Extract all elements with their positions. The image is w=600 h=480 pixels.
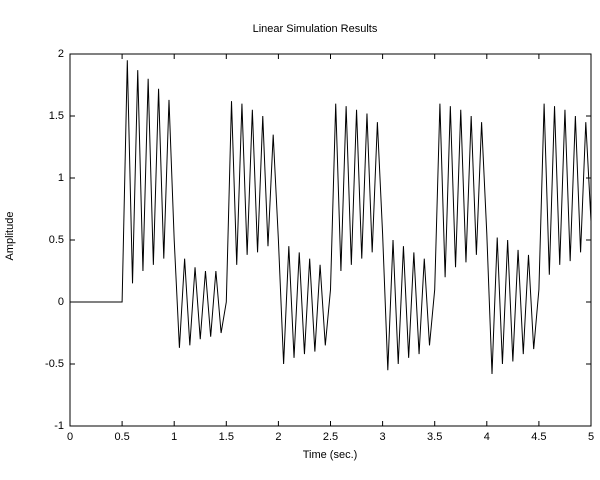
y-axis-label: Amplitude [4,212,16,261]
x-tick-label: 4.5 [531,431,546,443]
x-tick-label: 4 [484,431,490,443]
x-tick-label: 2.5 [323,431,338,443]
x-tick-label: 1 [171,431,177,443]
x-tick-label: 2 [275,431,281,443]
x-tick-label: 1.5 [219,431,234,443]
chart-title: Linear Simulation Results [253,23,378,35]
x-tick-label: 3 [380,431,386,443]
y-tick-label: 1 [58,172,64,184]
y-tick-label: 0.5 [49,234,64,246]
y-tick-label: -1 [54,420,64,432]
x-tick-label: 5 [588,431,594,443]
plot-frame [69,53,592,427]
x-tick-label: 3.5 [427,431,442,443]
y-tick-label: 1.5 [49,110,64,122]
y-tick-label: -0.5 [45,358,64,370]
x-axis-label: Time (sec.) [303,449,358,461]
x-tick-label: 0.5 [114,431,129,443]
y-tick-label: 2 [58,48,64,60]
data-line [70,60,592,374]
x-tick-label: 0 [67,431,73,443]
y-tick-label: 0 [58,296,64,308]
